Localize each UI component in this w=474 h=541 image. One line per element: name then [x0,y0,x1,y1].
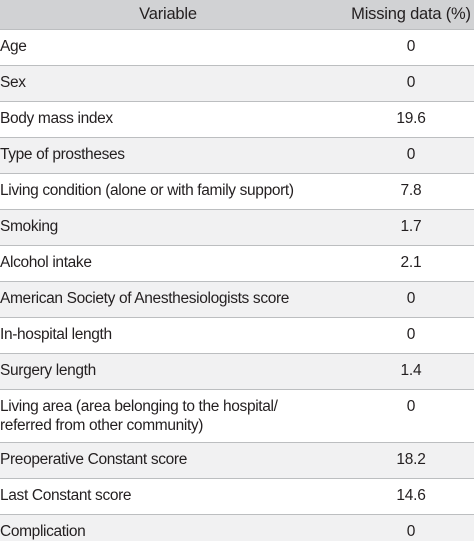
header-missing-data: Missing data (%) [351,5,471,23]
table-row: Last Constant score 14.6 [0,479,474,515]
variable-cell: In-hospital length [0,326,112,343]
missing-value-cell: 1.7 [400,218,422,235]
missing-value-cell: 0 [406,146,416,163]
missing-value-cell: 18.2 [396,451,426,468]
table-row: Living condition (alone or with family s… [0,174,474,210]
variable-cell: Last Constant score [0,487,132,504]
table-row: Surgery length 1.4 [0,354,474,390]
table-row: Complication 0 [0,515,474,541]
variable-cell: Living area (area belonging to the hospi… [0,398,278,434]
variable-cell: Age [0,38,27,55]
missing-value-cell: 19.6 [396,110,426,127]
table-row: In-hospital length 0 [0,318,474,354]
table-row: Body mass index 19.6 [0,102,474,138]
missing-value-cell: 14.6 [396,487,426,504]
table-row: Sex 0 [0,66,474,102]
table-row: Smoking 1.7 [0,210,474,246]
variable-cell: Body mass index [0,110,113,127]
missing-value-cell: 2.1 [400,254,422,271]
variable-cell: American Society of Anesthesiologists sc… [0,290,290,307]
table-row: American Society of Anesthesiologists sc… [0,282,474,318]
missing-value-cell: 7.8 [400,182,422,199]
header-variable: Variable [139,5,197,23]
missing-value-cell: 0 [406,74,416,91]
missing-value-cell: 0 [406,398,416,415]
variable-cell: Living condition (alone or with family s… [0,182,294,199]
variable-cell: Complication [0,523,86,540]
variable-cell: Type of prostheses [0,146,125,163]
variable-cell: Surgery length [0,362,96,379]
table-row: Age 0 [0,30,474,66]
table-row: Living area (area belonging to the hospi… [0,390,474,443]
missing-value-cell: 0 [406,38,416,55]
variable-cell: Sex [0,74,26,91]
table-header: Variable Missing data (%) [0,0,474,30]
table-row: Preoperative Constant score 18.2 [0,443,474,479]
table-row: Type of prostheses 0 [0,138,474,174]
missing-value-cell: 0 [406,290,416,307]
missing-value-cell: 0 [406,326,416,343]
variable-cell: Preoperative Constant score [0,451,187,468]
table-row: Alcohol intake 2.1 [0,246,474,282]
variable-cell: Smoking [0,218,58,235]
missing-value-cell: 0 [406,523,416,540]
variable-cell: Alcohol intake [0,254,92,271]
missing-value-cell: 1.4 [400,362,422,379]
table-body: Age 0 Sex 0 Body mass index 19.6 Type of… [0,30,474,541]
